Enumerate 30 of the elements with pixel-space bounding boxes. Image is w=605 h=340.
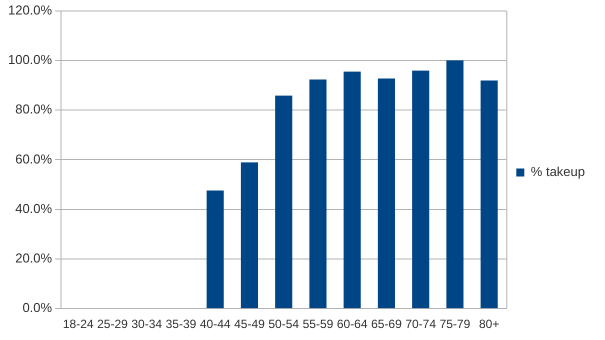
- bar: [309, 80, 327, 308]
- bar: [480, 80, 498, 308]
- bar: [412, 70, 430, 308]
- y-tick-label: 60.0%: [15, 151, 53, 166]
- x-tick-label: 70-74: [405, 317, 436, 332]
- bar: [344, 72, 361, 308]
- bar: [275, 96, 292, 308]
- bar: [378, 78, 395, 308]
- y-tick-label: 20.0%: [15, 250, 53, 266]
- x-tick-label: 80+: [478, 317, 500, 332]
- x-tick-label: 75-79: [440, 317, 471, 332]
- x-tick-label: 25-29: [97, 317, 128, 332]
- y-tick-label: 120.0%: [8, 2, 53, 18]
- x-tick-label: 35-39: [166, 317, 197, 332]
- y-tick-label: 40.0%: [15, 200, 53, 216]
- x-tick-label: 45-49: [234, 317, 266, 332]
- x-tick-label: 60-64: [336, 317, 368, 332]
- x-tick-label: 65-69: [371, 317, 402, 332]
- x-tick-label: 18-24: [62, 317, 94, 332]
- bar: [206, 190, 224, 308]
- y-tick-label: 80.0%: [15, 102, 53, 117]
- bar: [240, 162, 258, 308]
- y-tick-label: 0.0%: [22, 300, 53, 316]
- x-tick-label: 55-59: [302, 317, 334, 332]
- x-tick-label: 50-54: [268, 317, 300, 332]
- y-tick-label: 100.0%: [8, 52, 53, 68]
- legend-label: % takeup: [530, 164, 585, 180]
- bar: [446, 60, 464, 308]
- x-tick-label: 40-44: [200, 317, 231, 332]
- x-tick-label: 30-34: [131, 317, 162, 332]
